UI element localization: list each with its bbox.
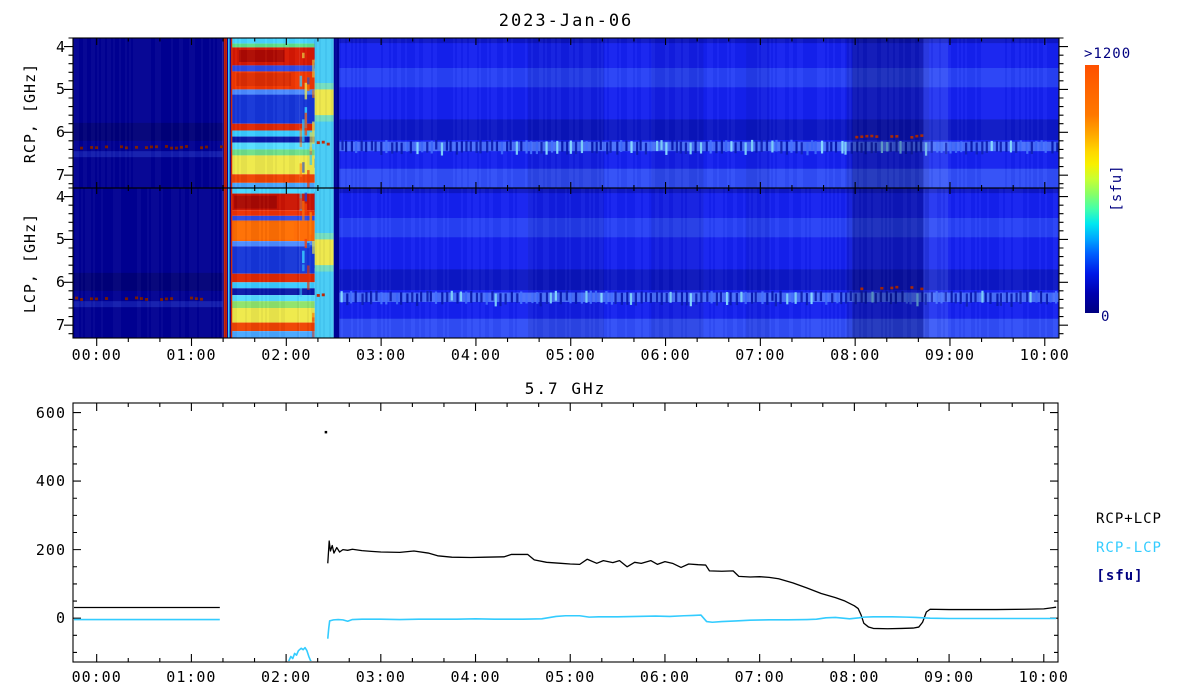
spectrogram-x-tick-label: 00:00 xyxy=(71,346,122,364)
spectrogram-x-tick-label: 02:00 xyxy=(261,346,312,364)
lineplot-x-tick-label: 03:00 xyxy=(355,668,406,686)
rcp-freq-tick-label: 5 xyxy=(55,80,66,99)
colorbar-min-label: 0 xyxy=(1101,309,1111,325)
lcp-freq-tick-label: 5 xyxy=(55,230,66,249)
colorbar-gradient xyxy=(1085,65,1099,313)
rcp-frequency-axis-label: RCP, [GHz] xyxy=(21,62,39,164)
lcp-frequency-axis-label: LCP, [GHz] xyxy=(21,212,39,314)
spectrogram-x-tick-label: 04:00 xyxy=(450,346,501,364)
rcp-freq-tick-label: 4 xyxy=(55,37,66,56)
lineplot-x-tick-label: 00:00 xyxy=(71,668,122,686)
spectrogram-x-tick-label: 06:00 xyxy=(640,346,691,364)
lcp-freq-tick-label: 6 xyxy=(55,273,66,292)
spectrogram-x-tick-label: 10:00 xyxy=(1019,346,1070,364)
lineplot-x-tick-label: 06:00 xyxy=(639,668,691,686)
lcp-freq-tick-label: 7 xyxy=(55,316,66,335)
lineplot-x-tick-label: 01:00 xyxy=(166,668,217,686)
lineplot-x-tick-label: 09:00 xyxy=(924,668,975,686)
rcp-freq-tick-label: 6 xyxy=(55,123,66,142)
lineplot-title: 5.7 GHz xyxy=(524,379,607,398)
spectrogram-x-tick-label: 09:00 xyxy=(924,346,976,364)
colorbar-unit-label: [sfu] xyxy=(1109,164,1125,212)
spectrogram-x-tick-label: 01:00 xyxy=(166,346,217,364)
date-title: 2023-Jan-06 xyxy=(498,11,634,31)
spectrogram-x-tick-label: 03:00 xyxy=(356,346,407,364)
rcp-freq-tick-label: 7 xyxy=(55,166,66,185)
lineplot-y-tick-label: 600 xyxy=(35,403,66,422)
legend-rcp-plus-lcp: RCP+LCP xyxy=(1095,511,1162,527)
lineplot-x-tick-label: 05:00 xyxy=(545,668,596,686)
lineplot-x-tick-label: 10:00 xyxy=(1018,668,1069,686)
lineplot-x-tick-label: 02:00 xyxy=(261,668,312,686)
lineplot-x-tick-label: 08:00 xyxy=(829,668,880,686)
spectrogram-x-tick-label: 08:00 xyxy=(830,346,881,364)
spectrogram-x-tick-label: 05:00 xyxy=(545,346,596,364)
spectrogram-x-tick-label: 07:00 xyxy=(735,346,786,364)
lcp-freq-tick-label: 4 xyxy=(55,187,66,206)
colorbar-max-label: >1200 xyxy=(1084,46,1132,62)
legend-rcp-minus-lcp: RCP-LCP xyxy=(1095,540,1162,556)
legend-unit-label: [sfu] xyxy=(1096,568,1144,584)
lineplot-y-tick-label: 200 xyxy=(35,540,66,559)
lineplot-y-tick-label: 0 xyxy=(55,609,66,628)
lineplot-x-tick-label: 07:00 xyxy=(734,668,785,686)
lineplot-x-tick-label: 04:00 xyxy=(450,668,501,686)
lineplot-y-tick-label: 400 xyxy=(35,472,66,491)
